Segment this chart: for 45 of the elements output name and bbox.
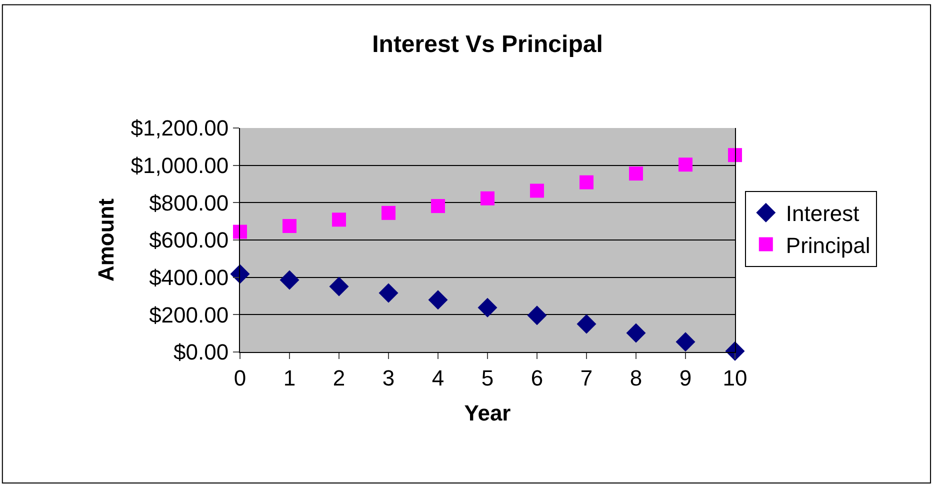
x-tick-label: 4 xyxy=(432,365,444,390)
point xyxy=(530,184,544,198)
y-tick-label: $600.00 xyxy=(149,228,229,253)
point xyxy=(329,276,349,296)
point xyxy=(626,323,646,343)
point xyxy=(480,191,494,206)
y-tick-label: $800.00 xyxy=(149,190,229,216)
point xyxy=(233,224,247,239)
point xyxy=(527,306,547,326)
x-tick-label: 3 xyxy=(382,365,395,390)
point xyxy=(728,148,742,162)
point xyxy=(580,175,594,190)
x-tick-label: 9 xyxy=(679,365,692,390)
point xyxy=(431,199,445,214)
point xyxy=(230,264,250,284)
point xyxy=(378,283,398,303)
point xyxy=(382,206,396,220)
point xyxy=(332,212,346,227)
point xyxy=(678,158,692,172)
chart-title: Interest Vs Principal xyxy=(372,31,603,58)
point xyxy=(428,290,448,310)
point xyxy=(576,314,596,334)
x-tick-label: 2 xyxy=(332,365,346,390)
x-tick-label: 1 xyxy=(283,365,296,390)
y-tick-label: $1,000.00 xyxy=(130,153,229,178)
x-tick-label: 8 xyxy=(630,365,642,390)
y-axis-title: Amount xyxy=(94,198,119,282)
x-tick-label: 7 xyxy=(580,365,593,390)
x-axis-title: Year xyxy=(464,400,512,426)
x-tick-label: 0 xyxy=(234,365,246,390)
x-tick-label: 5 xyxy=(481,365,494,390)
point xyxy=(478,298,498,318)
point xyxy=(676,332,696,352)
point xyxy=(282,219,296,233)
point xyxy=(280,270,300,290)
y-tick-label: $200.00 xyxy=(149,302,229,328)
legend-label: Principal xyxy=(786,232,870,258)
x-tick-label: 6 xyxy=(530,365,544,390)
point xyxy=(725,341,745,361)
y-tick-label: $0.00 xyxy=(174,340,229,365)
x-tick-label: 10 xyxy=(722,365,748,390)
y-tick-label: $400.00 xyxy=(149,265,229,290)
y-tick-label: $1,200.00 xyxy=(130,116,229,141)
legend-label: Interest xyxy=(786,201,860,226)
point xyxy=(629,166,643,181)
